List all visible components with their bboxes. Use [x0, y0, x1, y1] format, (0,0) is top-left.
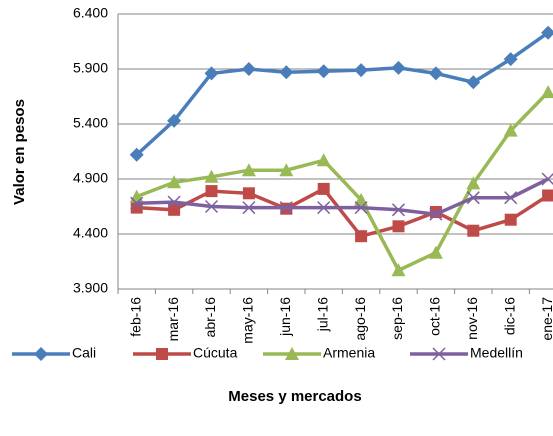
series-line [136, 90, 550, 273]
series-line [136, 177, 549, 216]
marker [391, 263, 406, 277]
marker [432, 347, 446, 361]
x-tick-label: abr-16 [202, 297, 218, 338]
legend-label: Cali [72, 345, 96, 361]
marker [504, 213, 517, 226]
marker [285, 347, 299, 360]
marker [355, 230, 368, 243]
marker [317, 201, 331, 215]
marker [168, 203, 181, 216]
marker [428, 66, 443, 81]
legend-label: Armenia [323, 345, 375, 361]
y-axis-title: Valor en pesos [11, 99, 28, 205]
x-tick-label: may-16 [240, 297, 256, 344]
x-tick-label: jul-16 [314, 297, 330, 332]
marker [34, 347, 48, 361]
marker [167, 175, 182, 189]
marker [204, 66, 219, 81]
marker [467, 224, 480, 237]
marker [429, 207, 443, 221]
marker [466, 176, 481, 190]
y-tick-label: 4.900 [73, 170, 108, 186]
y-tick-label: 5.900 [73, 60, 108, 76]
x-tick-label: oct-16 [427, 297, 443, 336]
y-tick-label: 6.400 [73, 5, 108, 21]
marker [542, 189, 553, 202]
marker [205, 185, 218, 198]
marker [428, 245, 443, 259]
marker [354, 192, 369, 206]
x-tick-label: nov-16 [464, 297, 480, 340]
y-tick-label: 3.900 [73, 280, 108, 296]
marker [466, 191, 480, 205]
y-tick-label: 4.400 [73, 225, 108, 241]
x-axis-title: Meses y mercados [228, 388, 361, 405]
marker [167, 195, 181, 209]
marker [241, 163, 256, 177]
marker [129, 147, 144, 162]
legend-label: Medellín [470, 345, 523, 361]
marker [204, 169, 219, 183]
x-tick-label: dic-16 [501, 297, 517, 335]
marker [242, 187, 255, 200]
marker [317, 182, 330, 195]
marker [241, 62, 256, 76]
marker [316, 153, 331, 167]
marker [541, 85, 553, 99]
legend-label: Cúcuta [193, 345, 238, 361]
marker [466, 75, 481, 90]
marker [391, 203, 406, 217]
marker [204, 199, 219, 214]
marker [279, 65, 294, 80]
marker [392, 220, 405, 233]
marker [130, 196, 144, 210]
marker [354, 201, 368, 215]
x-tick-label: mar-16 [165, 297, 181, 342]
marker [279, 201, 293, 215]
y-tick-label: 5.400 [73, 115, 108, 131]
x-tick-label: sep-16 [389, 297, 405, 340]
marker [391, 60, 406, 75]
marker [156, 348, 168, 360]
marker [541, 172, 553, 186]
x-tick-label: feb-16 [127, 297, 143, 337]
marker [242, 201, 256, 215]
marker [503, 123, 518, 137]
x-tick-label: ago-16 [352, 297, 368, 341]
marker [503, 52, 518, 67]
marker [541, 25, 553, 40]
x-tick-label: ene-17 [539, 297, 553, 341]
marker [279, 163, 294, 177]
marker [316, 64, 331, 79]
series-line [136, 186, 550, 239]
series-line [135, 31, 550, 157]
marker [504, 191, 518, 205]
x-tick-label: jun-16 [277, 297, 293, 337]
marker [167, 113, 182, 128]
marker [354, 63, 369, 78]
